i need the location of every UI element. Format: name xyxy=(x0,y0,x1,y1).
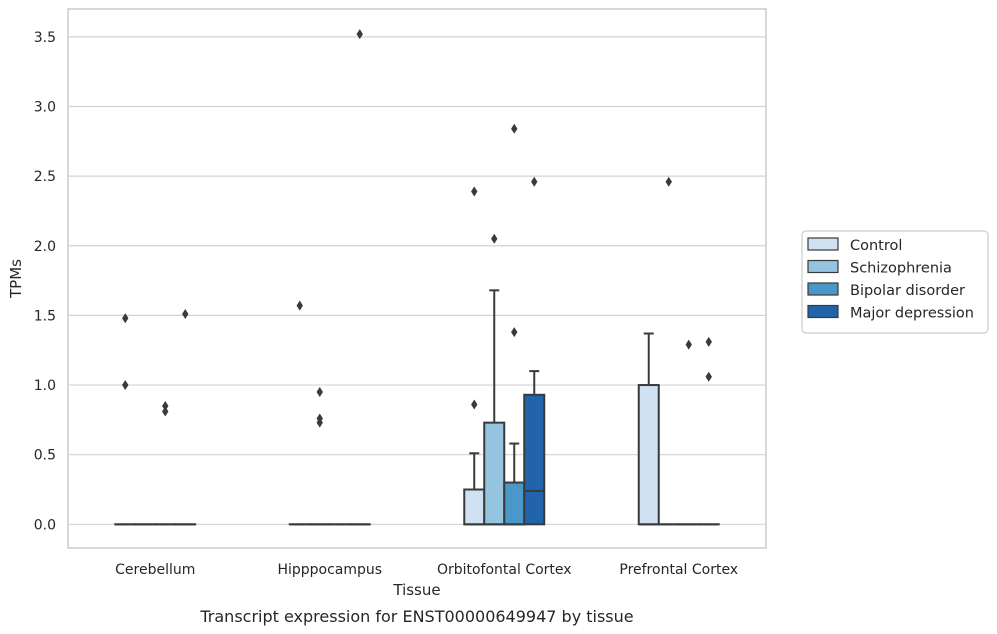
gridlines xyxy=(68,36,766,525)
y-tick-label: 2.5 xyxy=(34,169,56,185)
legend-label: Bipolar disorder xyxy=(850,283,965,299)
box xyxy=(523,393,546,526)
legend-swatch xyxy=(807,282,839,296)
x-axis-label: Tissue xyxy=(392,581,440,599)
outlier-point xyxy=(511,123,518,134)
box xyxy=(637,384,660,526)
legend-swatch xyxy=(807,259,839,274)
outlier-point xyxy=(685,339,692,350)
legend-label: Control xyxy=(850,238,902,254)
y-tick-label: 1.0 xyxy=(34,378,56,394)
y-tick-label: 2.0 xyxy=(34,239,56,255)
y-tick-label: 3.5 xyxy=(34,30,56,46)
x-tick-label: Hipppocampus xyxy=(277,562,382,578)
outlier-point xyxy=(162,400,169,411)
outlier-point xyxy=(705,371,712,382)
y-tick-labels: 0.0 0.5 1.0 1.5 2.0 2.5 3.0 3.5 xyxy=(34,30,56,533)
y-tick-label: 3.0 xyxy=(34,99,56,115)
x-tick-label: Cerebellum xyxy=(115,562,195,578)
outlier-point xyxy=(316,387,323,398)
chart-caption: Transcript expression for ENST0000064994… xyxy=(199,607,633,626)
plot-area-frame xyxy=(67,8,767,549)
box xyxy=(503,481,526,526)
outlier-point xyxy=(296,300,303,311)
y-tick-label: 1.5 xyxy=(34,308,56,324)
box-series-group xyxy=(114,289,720,526)
x-tick-labels: Cerebellum Hipppocampus Orbitofontal Corte… xyxy=(115,562,738,578)
y-tick-label: 0.0 xyxy=(34,517,56,533)
outlier-point xyxy=(122,313,129,324)
box xyxy=(483,421,506,526)
outlier-point xyxy=(705,336,712,347)
box xyxy=(463,488,486,526)
x-tick-label: Orbitofontal Cortex xyxy=(437,562,572,578)
legend-swatch xyxy=(807,237,839,251)
outlier-point xyxy=(531,176,538,187)
outlier-point xyxy=(182,309,189,320)
outlier-points xyxy=(122,29,712,428)
outlier-point xyxy=(471,186,478,197)
legend-label: Schizophrenia xyxy=(850,261,952,277)
outlier-point xyxy=(162,406,169,417)
legend-label: Major depression xyxy=(850,306,974,322)
outlier-point xyxy=(316,417,323,428)
legend: Control Schizophrenia Bipolar disorder Majo… xyxy=(801,230,989,334)
y-axis-label: TPMs xyxy=(7,259,25,299)
outlier-point xyxy=(471,399,478,410)
outlier-point xyxy=(356,29,363,40)
outlier-point xyxy=(665,176,672,187)
legend-frame xyxy=(801,230,989,334)
x-tick-label: Prefrontal Cortex xyxy=(619,562,738,578)
outlier-point xyxy=(491,233,498,244)
y-tick-label: 0.5 xyxy=(34,448,56,464)
outlier-point xyxy=(511,327,518,338)
legend-swatch xyxy=(807,304,839,319)
outlier-point xyxy=(122,380,129,391)
